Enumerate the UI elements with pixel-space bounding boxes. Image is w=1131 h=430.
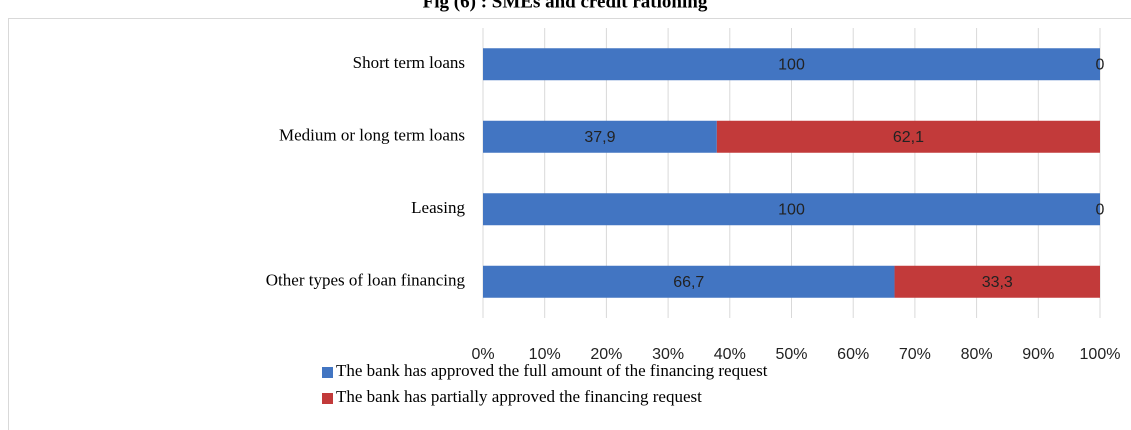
bar-segment <box>483 193 1100 226</box>
bar-segment <box>483 48 1100 81</box>
x-tick-label: 40% <box>714 346 746 363</box>
data-label: 62,1 <box>893 129 924 146</box>
legend-label: The bank has partially approved the fina… <box>336 387 702 406</box>
y-tick-label: Short term loans <box>353 53 465 72</box>
y-tick-label: Other types of loan financing <box>266 271 466 290</box>
legend-swatch <box>322 367 333 378</box>
data-label: 0 <box>1096 56 1105 73</box>
chart-border <box>8 18 1131 430</box>
data-label: 100 <box>778 56 805 73</box>
data-label: 66,7 <box>673 274 704 291</box>
x-tick-label: 100% <box>1080 346 1121 363</box>
x-tick-label: 70% <box>899 346 931 363</box>
x-tick-label: 90% <box>1022 346 1054 363</box>
x-tick-label: 60% <box>837 346 869 363</box>
x-tick-label: 30% <box>652 346 684 363</box>
x-tick-label: 80% <box>961 346 993 363</box>
x-tick-label: 20% <box>590 346 622 363</box>
y-tick-label: Leasing <box>411 198 465 217</box>
x-tick-label: 0% <box>471 346 494 363</box>
legend-label: The bank has approved the full amount of… <box>336 361 768 380</box>
x-tick-label: 50% <box>775 346 807 363</box>
data-label: 37,9 <box>584 129 615 146</box>
data-label: 0 <box>1096 201 1105 218</box>
chart-title: Fig (6) : SMEs and credit rationing <box>423 0 708 12</box>
legend-swatch <box>322 393 333 404</box>
y-tick-label: Medium or long term loans <box>279 126 465 145</box>
data-label: 100 <box>778 201 805 218</box>
bar-segment <box>483 120 717 153</box>
data-label: 33,3 <box>982 274 1013 291</box>
x-tick-label: 10% <box>529 346 561 363</box>
bar-segment <box>894 265 1100 298</box>
bar-segment <box>716 120 1100 153</box>
bar-segment <box>483 265 895 298</box>
